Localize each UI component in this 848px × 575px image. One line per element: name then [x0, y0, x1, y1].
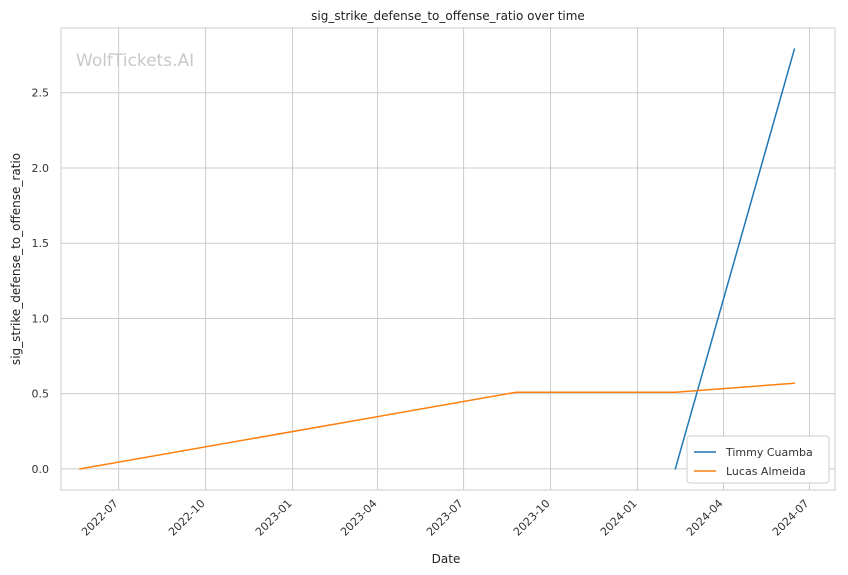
data-point-lucas-almeida	[515, 391, 518, 393]
y-axis-ticks: 0.0 0.5 1.0 1.5 2.0 2.5	[32, 87, 50, 476]
x-tick-label: 2024-07	[770, 497, 812, 539]
y-tick-label: 1.0	[32, 312, 50, 325]
data-point-timmy-cuamba	[674, 468, 677, 470]
series-layer	[79, 48, 796, 470]
plot-area	[60, 27, 836, 491]
data-point-timmy-cuamba	[793, 48, 796, 50]
x-tick-label: 2023-04	[338, 497, 380, 539]
x-tick-label: 2022-07	[79, 497, 121, 539]
y-axis-label: sig_strike_defense_to_offense_ratio	[9, 153, 23, 365]
y-tick-label: 0.0	[32, 463, 50, 476]
legend: Timmy Cuamba Lucas Almeida	[686, 435, 830, 484]
legend-label-lucas-almeida: Lucas Almeida	[726, 465, 806, 478]
data-point-lucas-almeida	[79, 468, 81, 470]
legend-box	[686, 435, 830, 484]
chart-title: sig_strike_defense_to_offense_ratio over…	[311, 9, 585, 23]
legend-label-timmy-cuamba: Timmy Cuamba	[725, 446, 813, 459]
x-axis-label: Date	[432, 552, 461, 566]
series-line-lucas-almeida	[79, 382, 795, 470]
x-tick-label: 2023-01	[253, 497, 295, 539]
x-tick-label: 2023-07	[424, 497, 466, 539]
y-tick-label: 0.5	[32, 388, 50, 401]
watermark: WolfTickets.AI	[76, 51, 194, 71]
y-tick-label: 2.5	[32, 87, 50, 100]
x-tick-label: 2022-10	[166, 497, 208, 539]
x-tick-label: 2024-04	[684, 497, 726, 539]
data-point-lucas-almeida	[674, 391, 677, 393]
series-line-timmy-cuamba	[674, 48, 796, 470]
x-tick-label: 2024-01	[598, 497, 640, 539]
x-axis-ticks: 2022-07 2022-10 2023-01 2023-04 2023-07 2023-…	[79, 497, 812, 539]
data-point-lucas-almeida	[793, 382, 796, 384]
y-tick-label: 1.5	[32, 237, 50, 250]
y-tick-label: 2.0	[32, 162, 50, 175]
grid	[61, 28, 835, 490]
x-tick-label: 2023-10	[511, 497, 553, 539]
